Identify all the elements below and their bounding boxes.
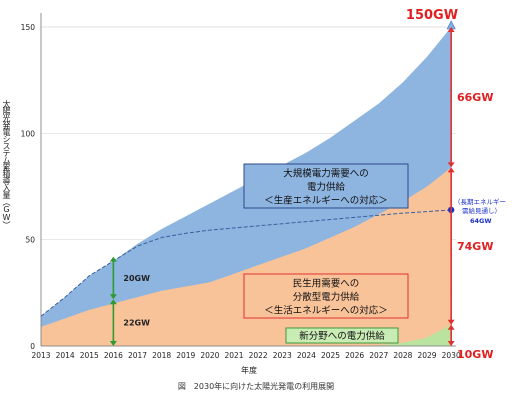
x-tick-label: 2017 <box>128 351 147 360</box>
x-tick-label: 2023 <box>273 351 292 360</box>
x-tick-label: 2028 <box>393 351 412 360</box>
x-tick-label: 2013 <box>31 351 50 360</box>
annotation-box <box>243 163 409 209</box>
arrow-head <box>109 299 117 305</box>
bracket-2016-label: 20GW <box>123 274 150 283</box>
x-tick-label: 2016 <box>104 351 123 360</box>
arrow-head <box>447 319 455 325</box>
x-tick-label: 2024 <box>297 351 316 360</box>
annotation-line: 電力供給 <box>307 181 346 193</box>
annotation-line: 大規模電力需要への <box>283 168 369 180</box>
arrow-head <box>447 341 455 346</box>
x-tick-label: 2027 <box>369 351 388 360</box>
bracket-2030-2 <box>447 27 455 168</box>
arrow-head <box>109 256 117 262</box>
arrow-head <box>447 167 455 173</box>
x-tick-label: 2020 <box>200 351 219 360</box>
x-axis-label: 年度 <box>241 365 257 375</box>
figure-caption: 図 2030年に向けた太陽光発電の利用展開 <box>177 382 335 391</box>
x-tick-label: 2021 <box>224 351 243 360</box>
bracket-2016-label: 22GW <box>123 319 150 328</box>
arrow-head <box>447 27 455 32</box>
annotation-line: 民生用需要への <box>293 278 360 290</box>
total-label: 150GW <box>406 8 458 23</box>
outlook-line-2: 需給見通し） <box>462 206 501 215</box>
annotation-line: 新分野への電力供給 <box>299 330 385 342</box>
axes <box>40 13 456 347</box>
annotation-box <box>285 327 399 344</box>
annotation-line: 分散型電力供給 <box>293 291 360 303</box>
y-axis-label: 太陽光発電システム累積導入量（GW） <box>2 100 11 228</box>
bracket-2030-label: 66GW <box>457 91 493 104</box>
bracket-2030-label: 74GW <box>457 240 493 253</box>
y-tick-label: 0 <box>30 342 35 351</box>
x-tick-label: 2025 <box>321 351 340 360</box>
y-tick-label: 50 <box>25 236 35 245</box>
bracket-2030-0 <box>447 324 455 346</box>
arrow-head <box>109 294 117 300</box>
arrow-head <box>109 341 117 346</box>
annotation-line: ＜生活エネルギーへの対応＞ <box>264 304 388 316</box>
x-tick-label: 2026 <box>345 351 364 360</box>
y-tick-label: 150 <box>21 23 36 32</box>
x-tick-label: 2022 <box>249 351 268 360</box>
y-tick-labels: 0 50 100 150 <box>21 23 36 351</box>
x-tick-label: 2018 <box>152 351 171 360</box>
x-tick-labels: 2013 2014 2015 2016 2017 2018 2019 2020 2021 2022… <box>31 351 460 360</box>
area-green <box>41 324 452 346</box>
x-tick-label: 2029 <box>417 351 436 360</box>
outlook-line-1: （長期エネルギー <box>454 198 506 206</box>
annotation-box <box>243 273 409 319</box>
x-tick-label: 2014 <box>56 351 75 360</box>
outlook-line <box>40 209 452 317</box>
x-tick-label: 2019 <box>176 351 195 360</box>
bracket-2030-label: 10GW <box>457 348 493 361</box>
arrow-head <box>447 162 455 168</box>
overlay: 150GW22GW20GW10GW74GW66GW大規模電力需要への電力供給＜生… <box>40 8 506 361</box>
y-tick-label: 100 <box>21 129 36 138</box>
new-field-box: 新分野への電力供給 <box>285 327 399 344</box>
bracket-2016-1 <box>109 256 117 300</box>
annotation-line: ＜生産エネルギーへの対応＞ <box>264 194 388 206</box>
x-tick-label: 2030 <box>442 351 461 360</box>
bracket-2030-1 <box>447 167 455 325</box>
bracket-2016-0 <box>109 299 117 346</box>
outlook-line-3: 64GW <box>470 217 492 225</box>
x-tick-label: 2015 <box>80 351 99 360</box>
arrow-head <box>447 324 455 330</box>
